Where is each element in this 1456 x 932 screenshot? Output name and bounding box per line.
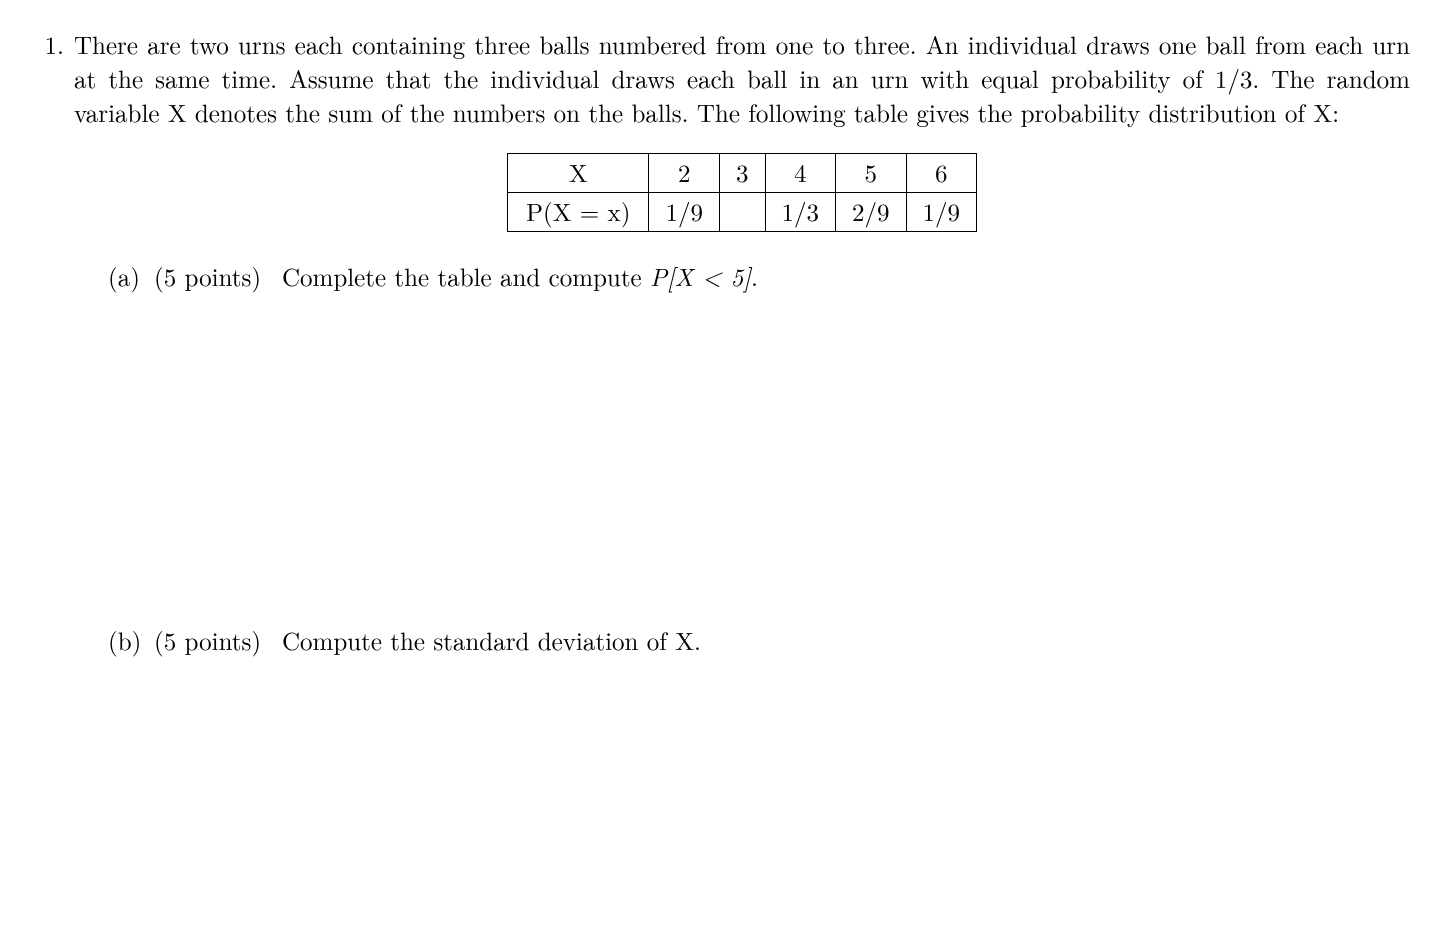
subpart-a-math: P[X < 5] [650,259,751,294]
table-cell-blank [719,193,765,232]
table-rowhead-px: P(X = x) [507,193,649,232]
subpart-b: (b) (5 points) Compute the standard devi… [108,624,1410,658]
page: 1. There are two urns each containing th… [0,0,1456,657]
subpart-a-label: (a) [108,260,154,294]
table-cell: 2/9 [836,193,907,232]
subpart-a: (a) (5 points) Complete the table and co… [108,260,1410,294]
table-cell: 1/9 [906,193,977,232]
subpart-a-text-before: Complete the table and compute [282,259,650,294]
subpart-b-text: Compute the standard deviation of X. [282,623,701,658]
table-cell: 3 [719,154,765,193]
table-row: P(X = x) 1/9 1/3 2/9 1/9 [507,193,976,232]
problem-body: There are two urns each containing three… [74,28,1410,657]
table-rowhead-x: X [507,154,649,193]
subpart-a-points: (5 points) [154,259,261,294]
table-cell: 5 [836,154,907,193]
subpart-a-text-after: . [751,259,758,294]
probability-table-wrap: X 2 3 4 5 6 P(X = x) 1/9 1/3 2/9 1/9 [74,153,1410,232]
probability-table: X 2 3 4 5 6 P(X = x) 1/9 1/3 2/9 1/9 [507,153,977,232]
table-cell: 1/3 [765,193,836,232]
subpart-b-body: (5 points) Compute the standard deviatio… [154,624,1410,658]
problem-statement: There are two urns each containing three… [74,27,1410,130]
problem-1: 1. There are two urns each containing th… [22,28,1410,657]
table-cell: 4 [765,154,836,193]
table-cell: 2 [649,154,720,193]
table-cell: 1/9 [649,193,720,232]
problem-number: 1. [22,28,74,657]
table-row: X 2 3 4 5 6 [507,154,976,193]
subpart-b-points: (5 points) [154,623,261,658]
table-cell: 6 [906,154,977,193]
subparts: (a) (5 points) Complete the table and co… [74,260,1410,658]
subpart-a-body: (5 points) Complete the table and comput… [154,260,1410,294]
subpart-b-label: (b) [108,624,154,658]
